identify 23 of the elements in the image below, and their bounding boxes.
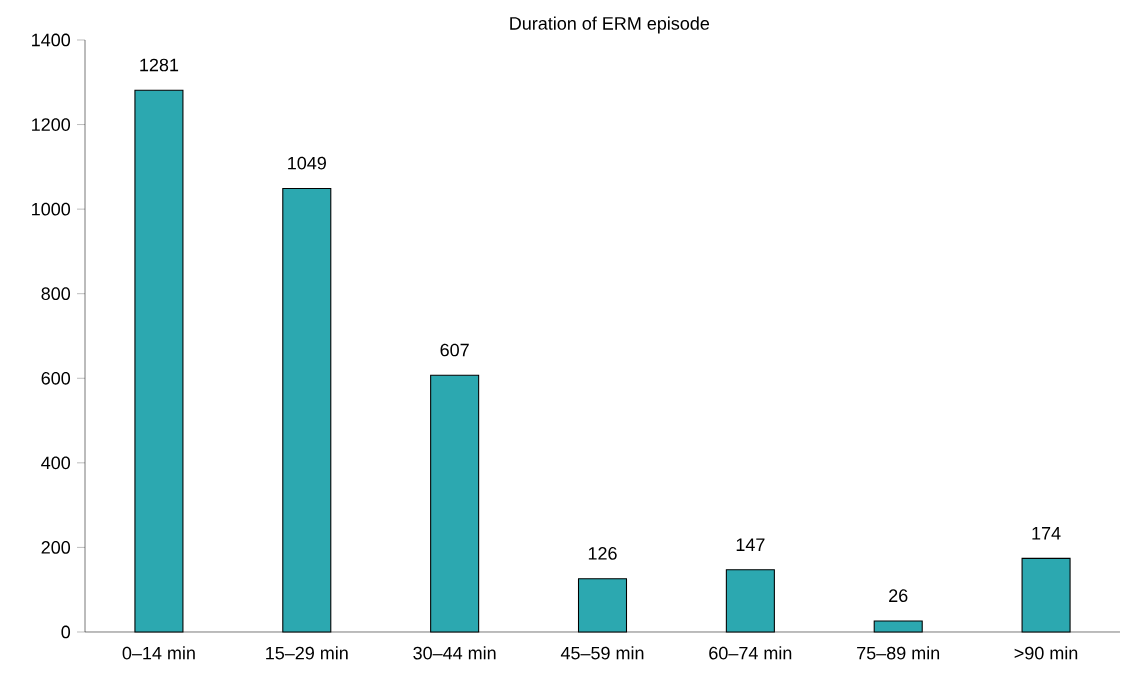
y-tick-label: 1400 — [32, 33, 71, 47]
x-tick-label: 75–89 min — [857, 646, 940, 660]
x-tick-label: 15–29 min — [266, 646, 348, 660]
data-label: 26 — [889, 589, 908, 603]
data-label: 1281 — [140, 58, 179, 72]
chart-title: Duration of ERM episode — [510, 16, 710, 34]
data-label: 174 — [1032, 527, 1061, 540]
x-tick-label: 0–14 min — [122, 646, 195, 660]
x-tick-label: 60–74 min — [709, 646, 792, 660]
y-tick-label: 200 — [41, 541, 71, 554]
y-tick-label: 800 — [41, 287, 71, 301]
data-label: 607 — [440, 343, 469, 357]
y-tick-label: 1200 — [32, 118, 71, 131]
y-tick-label: 600 — [41, 371, 71, 385]
data-label: 147 — [736, 538, 765, 551]
x-tick-label: 30–44 min — [413, 646, 496, 660]
y-tick-label: 1000 — [32, 202, 71, 216]
x-tick-label: >90 min — [1014, 646, 1078, 660]
data-label: 1049 — [288, 156, 326, 170]
data-label: 126 — [588, 547, 617, 560]
x-tick-label: 45–59 min — [560, 646, 644, 660]
y-tick-label: 0 — [61, 625, 71, 639]
y-tick-label: 400 — [41, 456, 71, 470]
